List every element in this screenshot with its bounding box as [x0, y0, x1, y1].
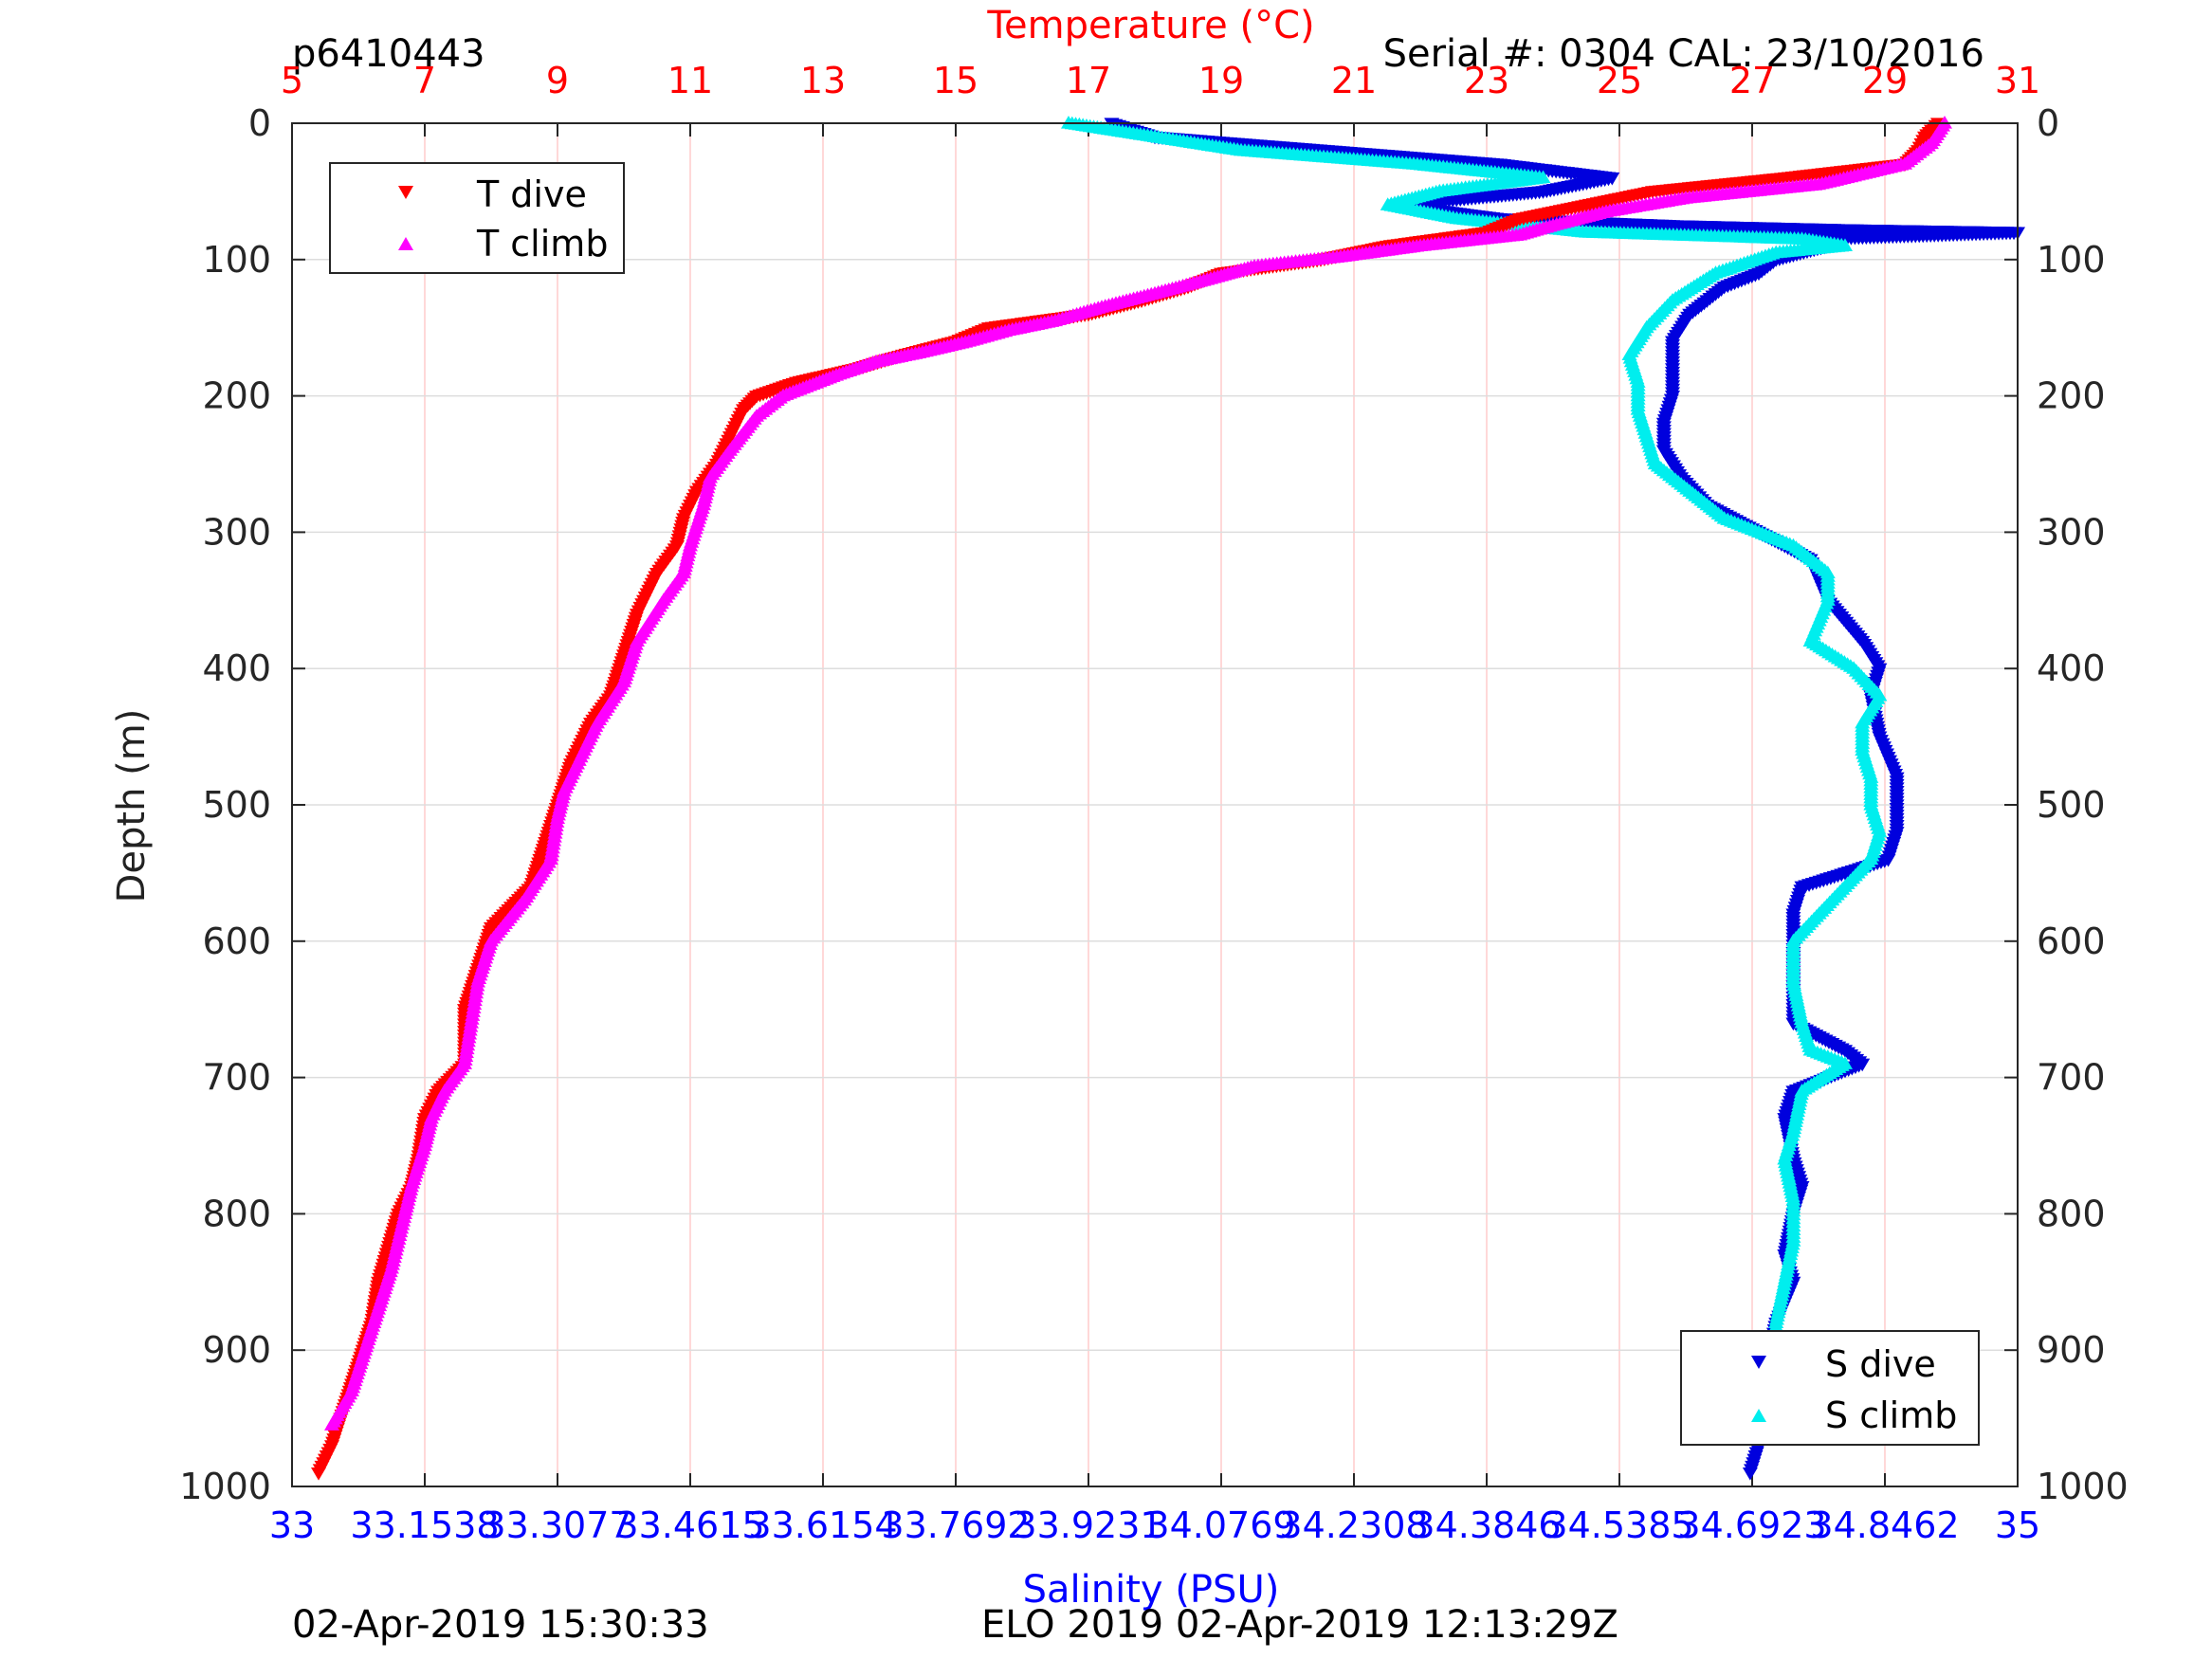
depth-tick-label-left: 900 — [202, 1329, 271, 1371]
axis-ticks: 5 33 7 33.1538 9 33.3077 11 33.4615 13 33.6154 15 3… — [179, 60, 2128, 1546]
legend-t-climb-marker — [398, 237, 413, 250]
salinity-tick-label: 33.3077 — [483, 1504, 631, 1546]
depth-axis-title: Depth (m) — [110, 709, 154, 903]
series-s-dive — [1104, 118, 2025, 1481]
depth-tick-label-right: 200 — [2037, 375, 2106, 417]
depth-tick-label-left: 400 — [202, 647, 271, 689]
temperature-tick-label: 19 — [1198, 60, 1244, 101]
series-s-climb — [1061, 116, 1888, 1431]
salinity-tick-label: 34.3846 — [1412, 1504, 1561, 1546]
legend-s-climb-label: S climb — [1825, 1395, 1957, 1436]
legend-s-dive-label: S dive — [1825, 1343, 1936, 1385]
legend-temperature-box — [329, 162, 625, 274]
depth-tick-label-right: 300 — [2037, 511, 2106, 553]
depth-tick-label-left: 600 — [202, 921, 271, 962]
temperature-tick-label: 9 — [546, 60, 569, 101]
depth-tick-label-left: 700 — [202, 1057, 271, 1099]
depth-tick-label-right: 800 — [2037, 1193, 2106, 1234]
salinity-tick-label: 34.5385 — [1545, 1504, 1693, 1546]
profile-id: p6410443 — [292, 32, 485, 76]
depth-tick-label-right: 600 — [2037, 921, 2106, 962]
depth-tick-label-right: 700 — [2037, 1057, 2106, 1099]
serial-cal-info: Serial #: 0304 CAL: 23/10/2016 — [1383, 32, 1984, 76]
depth-tick-label-left: 100 — [202, 239, 271, 281]
depth-tick-label-right: 0 — [2037, 102, 2059, 144]
temperature-axis-title: Temperature (°C) — [986, 4, 1314, 47]
depth-tick-label-right: 100 — [2037, 239, 2106, 281]
salinity-tick-label: 34.6923 — [1677, 1504, 1826, 1546]
temperature-tick-label: 27 — [1729, 60, 1775, 101]
depth-tick-label-left: 300 — [202, 511, 271, 553]
depth-tick-label-right: 1000 — [2037, 1466, 2129, 1507]
legend-salinity-box — [1680, 1330, 1980, 1446]
plot-frame — [291, 122, 2019, 1487]
salinity-tick-label: 34.0769 — [1146, 1504, 1295, 1546]
temperature-tick-label: 13 — [800, 60, 846, 101]
data-marks — [311, 116, 2025, 1481]
legend-s-climb-marker — [1751, 1409, 1766, 1422]
salinity-tick-label: 35 — [1995, 1504, 2040, 1546]
temperature-tick-label: 31 — [1995, 60, 2040, 101]
depth-tick-label-left: 800 — [202, 1193, 271, 1234]
temperature-tick-label: 21 — [1331, 60, 1377, 101]
depth-tick-label-right: 400 — [2037, 647, 2106, 689]
salinity-tick-label: 34.8462 — [1810, 1504, 1959, 1546]
salinity-tick-label: 34.2308 — [1279, 1504, 1428, 1546]
salinity-tick-label: 33.9231 — [1014, 1504, 1162, 1546]
salinity-tick-label: 33 — [269, 1504, 315, 1546]
series-t-climb — [324, 116, 1952, 1431]
temperature-tick-label: 25 — [1597, 60, 1642, 101]
temperature-tick-label: 15 — [933, 60, 978, 101]
salinity-axis-title: Salinity (PSU) — [1023, 1568, 1280, 1612]
depth-tick-label-left: 0 — [248, 102, 271, 144]
depth-tick-label-right: 900 — [2037, 1329, 2106, 1371]
salinity-tick-label: 33.1538 — [350, 1504, 499, 1546]
legend-s-dive-marker — [1751, 1356, 1766, 1369]
salinity-tick-label: 33.6154 — [748, 1504, 897, 1546]
depth-tick-label-left: 500 — [202, 784, 271, 826]
temperature-tick-label: 7 — [413, 60, 436, 101]
footer-timestamp: 02-Apr-2019 15:30:33 — [292, 1603, 709, 1647]
legend-temperature: T dive T climb — [329, 162, 625, 274]
depth-tick-label-left: 200 — [202, 375, 271, 417]
legend-t-dive-marker — [398, 186, 413, 199]
data-point — [1742, 1468, 1758, 1481]
depth-tick-label-left: 1000 — [179, 1466, 271, 1507]
footer-mission-info: ELO 2019 02-Apr-2019 12:13:29Z — [981, 1603, 1618, 1647]
depth-tick-label-right: 500 — [2037, 784, 2106, 826]
salinity-tick-label: 33.4615 — [615, 1504, 764, 1546]
temperature-tick-label: 29 — [1862, 60, 1908, 101]
temperature-tick-label: 5 — [281, 60, 303, 101]
temperature-tick-label: 23 — [1464, 60, 1509, 101]
temperature-tick-label: 11 — [667, 60, 713, 101]
temperature-tick-label: 17 — [1066, 60, 1111, 101]
salinity-tick-label: 33.7692 — [881, 1504, 1030, 1546]
data-point — [324, 1417, 339, 1431]
legend-t-dive-label: T dive — [476, 173, 587, 215]
legend-t-climb-label: T climb — [476, 223, 608, 264]
legend-salinity: S dive S climb — [1680, 1330, 1980, 1446]
data-point — [311, 1468, 326, 1481]
